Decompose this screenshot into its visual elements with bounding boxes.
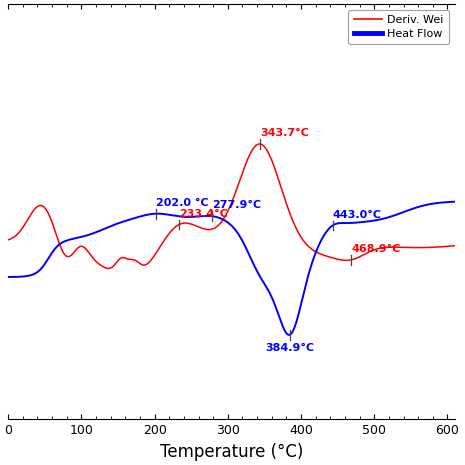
Text: 384.9°C: 384.9°C [266,343,314,352]
Heat Flow [196,213,202,219]
Deriv. Wei [56,240,62,246]
Deriv. Wei [6,237,11,243]
X-axis label: Temperature (°C): Temperature (°C) [160,443,303,461]
Text: 468.9°C: 468.9°C [352,244,401,254]
Legend: Deriv. Wei, Heat Flow: Deriv. Wei, Heat Flow [348,10,449,44]
Deriv. Wei [196,224,202,230]
Heat Flow [452,199,458,205]
Heat Flow [443,199,449,205]
Deriv. Wei [83,246,88,252]
Heat Flow [395,211,401,217]
Line: Heat Flow: Heat Flow [8,202,455,335]
Text: 202.0 °C: 202.0 °C [156,198,209,208]
Text: 343.7°C: 343.7°C [260,128,309,138]
Deriv. Wei [257,141,262,147]
Deriv. Wei [177,221,182,227]
Line: Deriv. Wei: Deriv. Wei [8,144,455,268]
Heat Flow [177,213,182,219]
Text: 233.4°C: 233.4°C [179,209,228,219]
Heat Flow [6,274,11,280]
Heat Flow [56,242,62,247]
Text: 277.9°C: 277.9°C [212,200,261,210]
Deriv. Wei [395,245,401,250]
Deriv. Wei [106,266,111,271]
Heat Flow [83,233,88,239]
Text: 443.0°C: 443.0°C [332,210,381,219]
Deriv. Wei [452,243,458,249]
Deriv. Wei [444,244,449,249]
Heat Flow [286,332,292,338]
